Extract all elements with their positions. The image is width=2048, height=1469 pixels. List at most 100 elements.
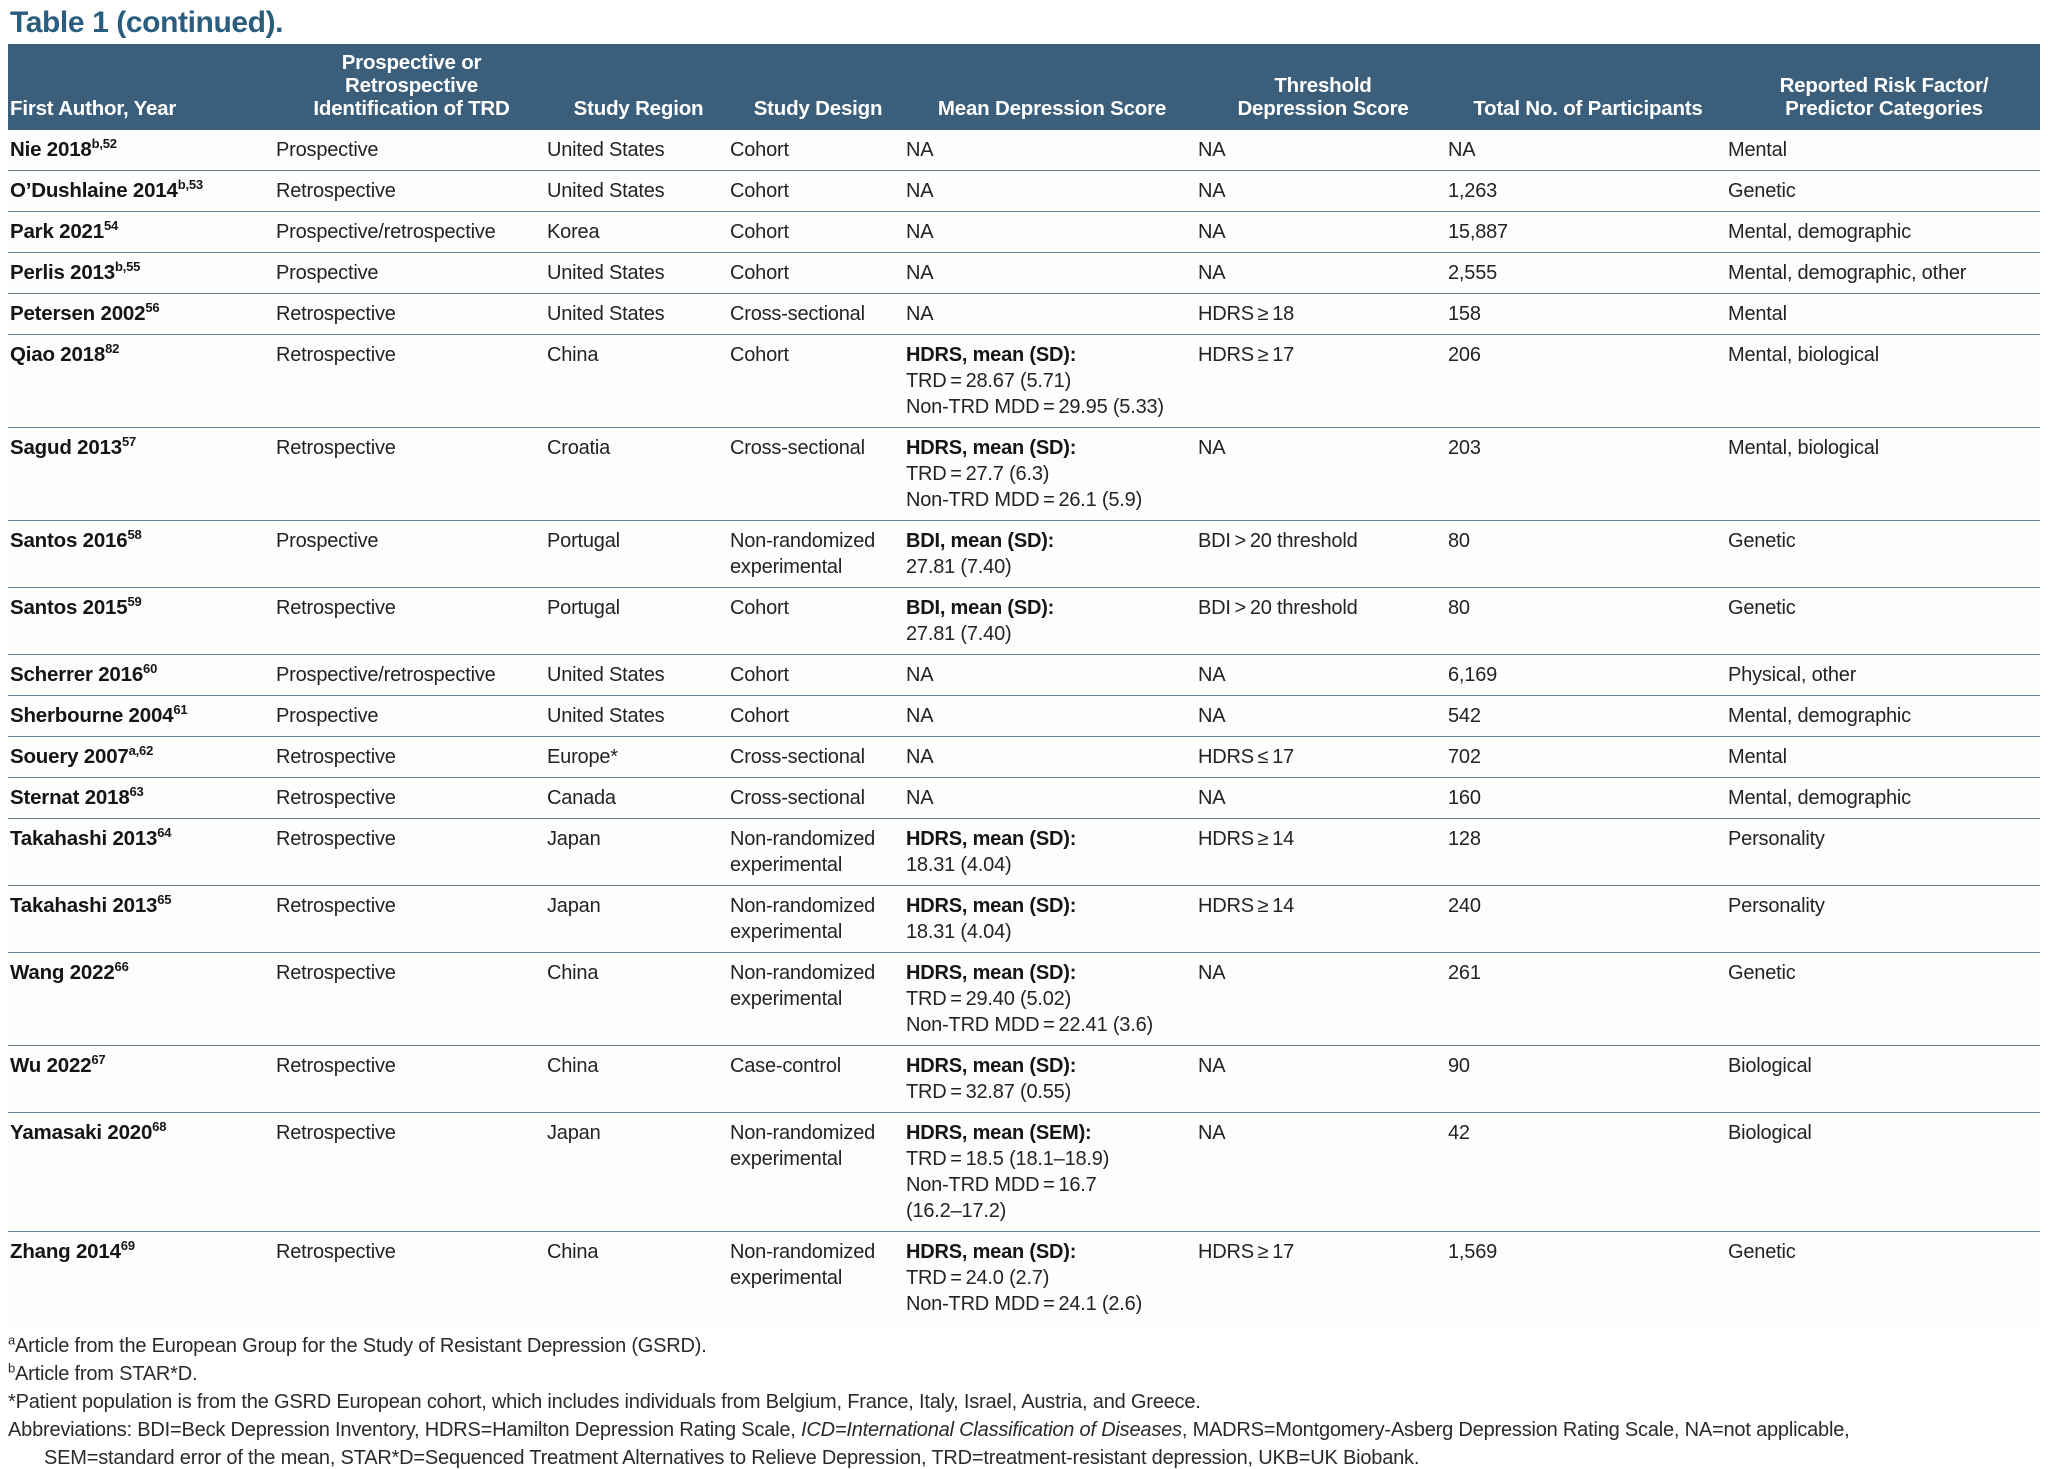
participants-cell: 261 — [1448, 952, 1728, 1046]
mean-score-cell: BDI, mean (SD): 27.81 (7.40) — [906, 520, 1198, 588]
author-name: Takahashi 2013 — [10, 826, 158, 850]
table-row: Park 202154 Prospective/retrospective Kore… — [8, 211, 2040, 253]
threshold-cell: BDI > 20 threshold — [1198, 587, 1448, 655]
region-cell: China — [547, 1231, 730, 1324]
participants-cell: 90 — [1448, 1045, 1728, 1113]
mean-score-label: HDRS, mean (SD): — [906, 1240, 1077, 1263]
mean-score-cell: HDRS, mean (SD): TRD = 27.7 (6.3) Non-TRD … — [906, 427, 1198, 521]
column-header-design: Study Design — [730, 44, 906, 130]
identification-cell: Retrospective — [276, 777, 547, 819]
author-reference-superscript: a,62 — [128, 743, 154, 759]
author-reference-superscript: 69 — [120, 1238, 135, 1254]
participants-cell: 80 — [1448, 520, 1728, 588]
author-reference-superscript: 57 — [121, 434, 137, 450]
region-cell: United States — [547, 654, 730, 696]
mean-score-label: HDRS, mean (SD): — [906, 894, 1077, 917]
mean-score-line: 27.81 (7.40) — [906, 622, 1012, 645]
design-cell: Cohort — [730, 170, 906, 212]
threshold-cell: NA — [1198, 1045, 1448, 1113]
table-row: Takahashi 201365 Retrospective Japan Non-ra… — [8, 885, 2040, 953]
categories-cell: Mental, demographic — [1728, 211, 2040, 253]
identification-cell: Retrospective — [276, 885, 547, 953]
identification-cell: Prospective — [276, 520, 547, 588]
mean-score-cell: NA — [906, 252, 1198, 294]
footnote-abbreviations: Abbreviations: BDI=Beck Depression Inven… — [8, 1416, 2040, 1469]
identification-cell: Retrospective — [276, 427, 547, 521]
categories-cell: Biological — [1728, 1045, 2040, 1113]
categories-cell: Genetic — [1728, 170, 2040, 212]
region-cell: Portugal — [547, 587, 730, 655]
region-cell: China — [547, 1045, 730, 1113]
mean-score-cell: BDI, mean (SD): 27.81 (7.40) — [906, 587, 1198, 655]
abbreviations-text-post: , MADRS=Montgomery-Asberg Depression Rat… — [1181, 1418, 1850, 1441]
table-row: Scherrer 201660 Prospective/retrospective… — [8, 654, 2040, 696]
author-cell: Santos 201559 — [8, 587, 276, 655]
identification-cell: Prospective — [276, 129, 547, 171]
author-cell: Nie 2018b,52 — [8, 129, 276, 171]
design-cell: Cross-sectional — [730, 293, 906, 335]
table-row: O’Dushlaine 2014b,53 Retrospective United … — [8, 170, 2040, 212]
region-cell: Japan — [547, 1112, 730, 1232]
design-cell: Cohort — [730, 695, 906, 737]
identification-cell: Retrospective — [276, 170, 547, 212]
table-row: Wang 202266 Retrospective China Non-randomi… — [8, 952, 2040, 1046]
author-cell: Sagud 201357 — [8, 427, 276, 521]
author-reference-superscript: 64 — [157, 825, 172, 841]
design-cell: Non-randomized experimental — [730, 885, 906, 953]
mean-score-label: HDRS, mean (SD): — [906, 436, 1077, 459]
participants-cell: 2,555 — [1448, 252, 1728, 294]
threshold-cell: HDRS ≥ 18 — [1198, 293, 1448, 335]
mean-score-label: HDRS, mean (SD): — [906, 961, 1077, 984]
identification-cell: Prospective — [276, 695, 547, 737]
author-reference-superscript: b,53 — [177, 177, 203, 193]
footnote-asterisk-text: Patient population is from the GSRD Euro… — [15, 1390, 1201, 1413]
footnote-a: aArticle from the European Group for the… — [8, 1332, 2040, 1360]
design-cell: Cohort — [730, 587, 906, 655]
column-header-threshold: Threshold Depression Score — [1198, 44, 1448, 130]
participants-cell: 206 — [1448, 334, 1728, 428]
region-cell: United States — [547, 129, 730, 171]
table-row: Takahashi 201364 Retrospective Japan Non-ra… — [8, 818, 2040, 886]
participants-cell: 203 — [1448, 427, 1728, 521]
mean-score-label: HDRS, mean (SD): — [906, 1054, 1077, 1077]
author-cell: Santos 201658 — [8, 520, 276, 588]
author-name: Yamasaki 2020 — [10, 1120, 153, 1144]
author-name: Souery 2007 — [10, 744, 129, 768]
design-cell: Cross-sectional — [730, 427, 906, 521]
author-cell: Yamasaki 202068 — [8, 1112, 276, 1232]
author-reference-superscript: b,52 — [91, 136, 117, 152]
mean-score-line: Non-TRD MDD = 16.7 — [906, 1173, 1097, 1196]
mean-score-line: TRD = 24.0 (2.7) — [906, 1266, 1050, 1289]
column-header-author: First Author, Year — [8, 44, 276, 130]
table-title: Table 1 (continued). — [10, 6, 284, 39]
region-cell: China — [547, 952, 730, 1046]
participants-cell: 160 — [1448, 777, 1728, 819]
threshold-cell: BDI > 20 threshold — [1198, 520, 1448, 588]
author-name: Park 2021 — [10, 219, 104, 243]
threshold-cell: NA — [1198, 777, 1448, 819]
author-name: Sherbourne 2004 — [10, 703, 174, 727]
categories-cell: Mental, biological — [1728, 334, 2040, 428]
threshold-cell: NA — [1198, 129, 1448, 171]
author-name: Wang 2022 — [10, 960, 115, 984]
mean-score-cell: HDRS, mean (SD): TRD = 28.67 (5.71) Non-TR… — [906, 334, 1198, 428]
threshold-cell: NA — [1198, 952, 1448, 1046]
region-cell: United States — [547, 252, 730, 294]
threshold-cell: NA — [1198, 654, 1448, 696]
identification-cell: Retrospective — [276, 1112, 547, 1232]
design-cell: Cross-sectional — [730, 736, 906, 778]
mean-score-cell: NA — [906, 654, 1198, 696]
design-cell: Cohort — [730, 654, 906, 696]
participants-cell: 42 — [1448, 1112, 1728, 1232]
header-row: First Author, Year Prospective or Retros… — [8, 44, 2040, 130]
author-reference-superscript: 58 — [127, 527, 142, 543]
design-cell: Cross-sectional — [730, 777, 906, 819]
mean-score-label: HDRS, mean (SEM): — [906, 1121, 1092, 1144]
abbreviations-text-italic: ICD=International Classification of Dise… — [801, 1418, 1182, 1441]
author-cell: Scherrer 201660 — [8, 654, 276, 696]
footnote-b-text: Article from STAR*D. — [15, 1362, 198, 1385]
author-name: Nie 2018 — [10, 137, 92, 161]
mean-score-cell: HDRS, mean (SD): 18.31 (4.04) — [906, 818, 1198, 886]
author-name: Scherrer 2016 — [10, 662, 144, 686]
